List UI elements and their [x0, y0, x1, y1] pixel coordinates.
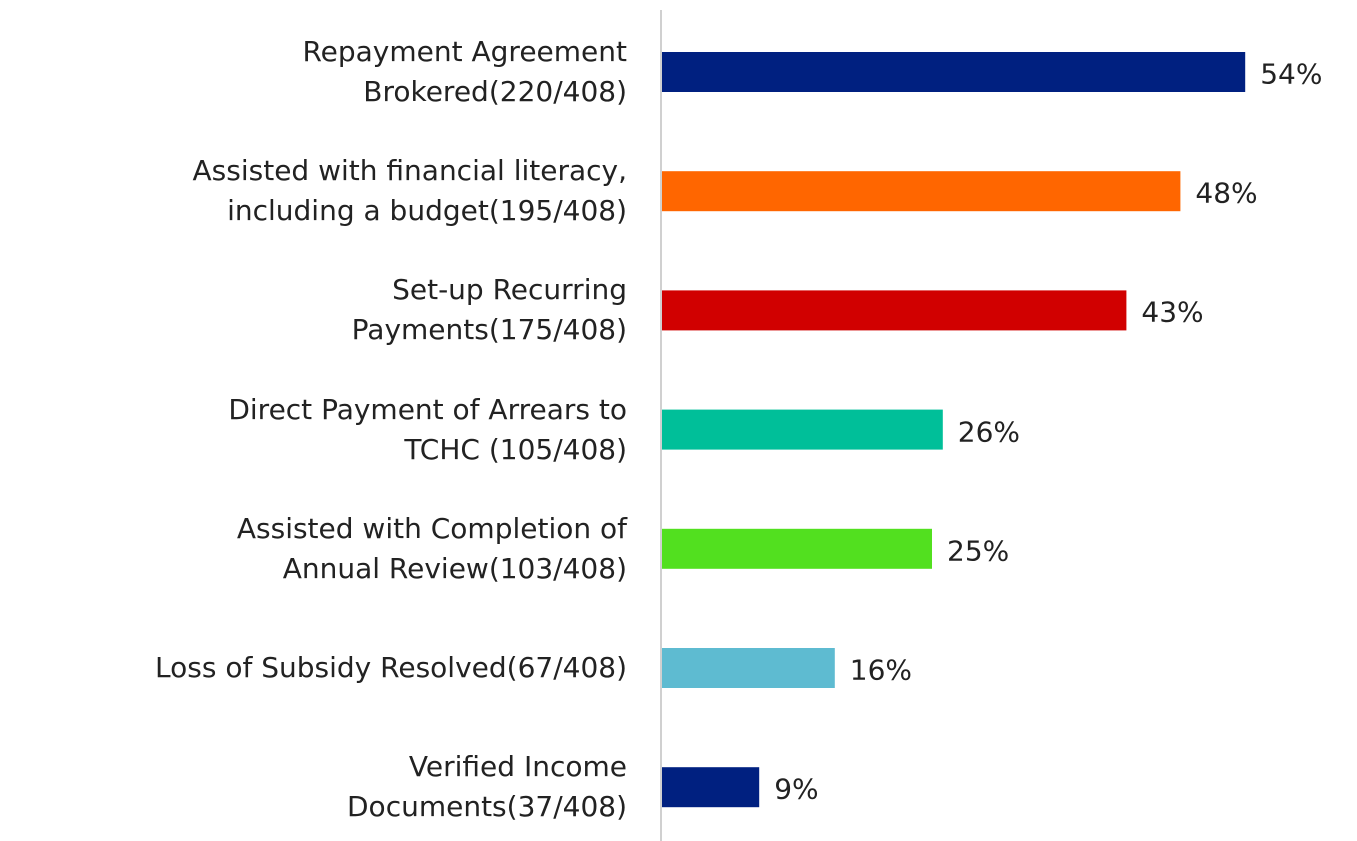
value-label: 25% [947, 534, 1010, 568]
bar [662, 528, 932, 569]
category-label: Assisted with Completion of Annual Revie… [236, 511, 627, 585]
value-label: 16% [849, 653, 913, 687]
value-label: 43% [1141, 295, 1204, 329]
bar [662, 52, 1246, 92]
value-label: 9% [774, 772, 819, 806]
category-label: Loss of Subsidy Resolved(67/408) [155, 651, 627, 684]
bar [662, 290, 1127, 331]
value-label: 26% [957, 415, 1021, 449]
category-label: Repayment Agreement Brokered(220/408) [302, 35, 627, 108]
bar [662, 409, 943, 450]
category-label: Verified Income Documents(37/408) [347, 750, 627, 824]
bar [662, 767, 760, 808]
value-label: 54% [1260, 57, 1323, 91]
category-label: Assisted with financial literacy, includ… [192, 154, 627, 228]
category-label: Direct Payment of Arrears to TCHC (105/4… [228, 392, 627, 466]
bar [662, 648, 835, 688]
category-label: Set-up Recurring Payments(175/408) [351, 273, 627, 347]
bar [662, 171, 1181, 212]
value-label: 48% [1195, 176, 1258, 210]
